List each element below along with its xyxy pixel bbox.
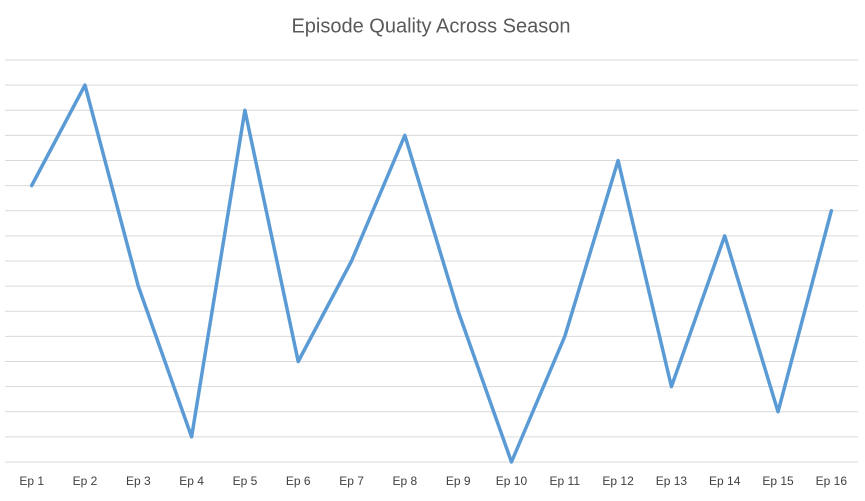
data-line bbox=[29, 83, 834, 464]
x-tick-label: Ep 11 bbox=[550, 474, 581, 488]
x-tick-label: Ep 14 bbox=[709, 474, 741, 488]
x-tick-label: Ep 2 bbox=[73, 474, 98, 488]
x-tick-label: Ep 6 bbox=[286, 474, 311, 488]
x-tick-label: Ep 10 bbox=[496, 474, 528, 488]
x-tick-label: Ep 15 bbox=[762, 474, 794, 488]
x-tick-label: Ep 5 bbox=[233, 474, 258, 488]
chart-title: Episode Quality Across Season bbox=[291, 15, 570, 37]
x-tick-label: Ep 12 bbox=[602, 474, 634, 488]
x-tick-label: Ep 16 bbox=[816, 474, 848, 488]
x-tick-label: Ep 7 bbox=[339, 474, 364, 488]
x-tick-label: Ep 9 bbox=[446, 474, 471, 488]
x-tick-label: Ep 3 bbox=[126, 474, 151, 488]
x-tick-label: Ep 8 bbox=[393, 474, 418, 488]
x-tick-label: Ep 13 bbox=[656, 474, 688, 488]
x-tick-label: Ep 4 bbox=[179, 474, 204, 488]
x-tick-label: Ep 1 bbox=[19, 474, 44, 488]
